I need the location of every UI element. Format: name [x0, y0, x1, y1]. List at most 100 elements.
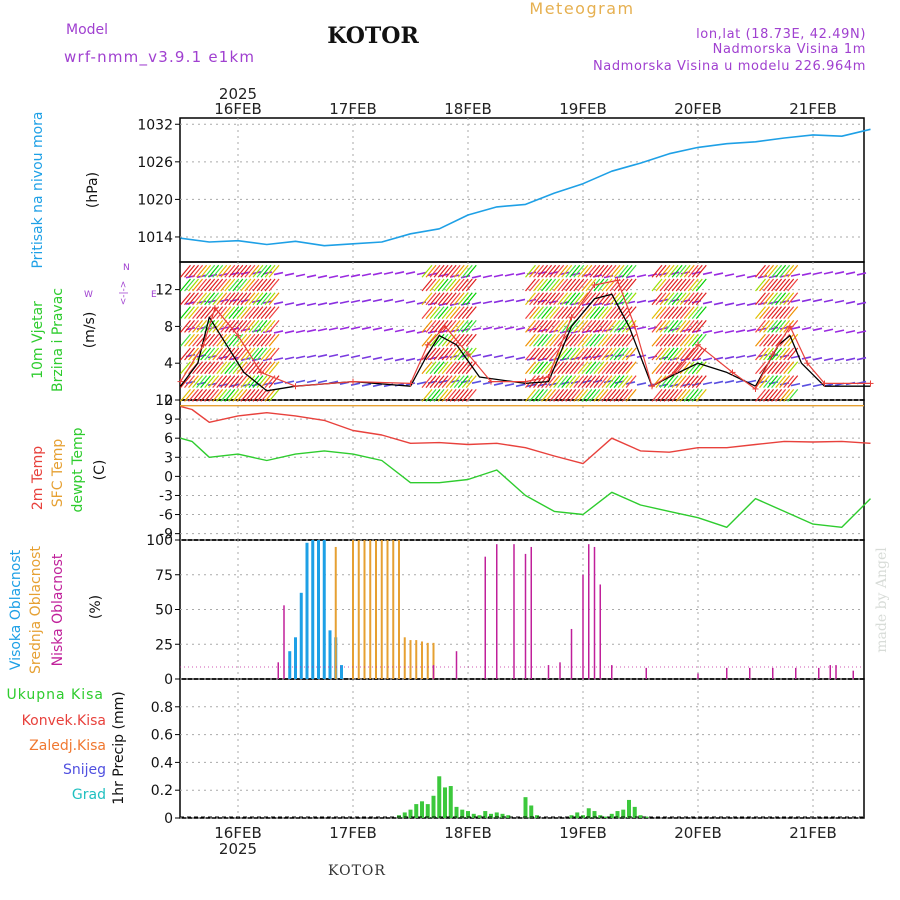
- wind-barb: [617, 333, 629, 347]
- wind-barb: [421, 292, 433, 306]
- wind-barb: [504, 273, 515, 277]
- wind-barb: [565, 333, 577, 347]
- wind-barb: [589, 320, 601, 333]
- wind-barb: [585, 264, 597, 278]
- wind-barb: [625, 274, 636, 279]
- wind-barb: [771, 306, 783, 319]
- wind-barb: [605, 389, 617, 402]
- wind-barb: [537, 278, 549, 292]
- wind-barb: [405, 329, 416, 334]
- wind-barb: [405, 300, 416, 304]
- wind-barb: [216, 333, 228, 347]
- wind-barb: [425, 264, 437, 278]
- wind-barb: [790, 382, 801, 387]
- wind-barb: [372, 272, 383, 276]
- wind-barb: [589, 347, 601, 361]
- wind-barb: [755, 306, 766, 319]
- wind-barb: [573, 264, 585, 278]
- wind-barb: [224, 278, 236, 292]
- wind-barb: [504, 383, 515, 387]
- wind-barb: [433, 333, 445, 347]
- precip-bar: [621, 809, 626, 818]
- wind-barb: [671, 389, 683, 402]
- wind-barb: [525, 306, 536, 319]
- wind-barb: [224, 306, 236, 319]
- wind-barb: [695, 264, 707, 278]
- wind-barb: [180, 306, 191, 319]
- y-tick-label: 0: [164, 469, 173, 485]
- wind-barb: [441, 361, 453, 375]
- wind-barb: [663, 333, 675, 347]
- wind-barb: [759, 264, 770, 278]
- pressure-panel: [179, 117, 865, 263]
- wind-barb: [695, 278, 707, 292]
- wind-barb: [845, 300, 856, 305]
- wind-barb: [260, 320, 272, 333]
- wind-barb: [671, 375, 683, 388]
- wind-barb: [569, 361, 581, 375]
- low-cloud-bar: [570, 628, 573, 679]
- wind-barb: [651, 292, 663, 306]
- wind-barb: [383, 271, 394, 275]
- wind-barb: [671, 264, 683, 278]
- wind-barb: [236, 389, 248, 402]
- wind-barb: [284, 272, 295, 277]
- wind-barb: [421, 389, 433, 402]
- high-cloud-bar: [328, 630, 332, 679]
- wind-barb: [812, 298, 823, 303]
- wind-barb: [687, 389, 699, 402]
- wind-barb: [461, 320, 473, 333]
- wind-barb: [565, 278, 577, 292]
- low-cloud-label: Niska Oblacnost: [50, 553, 66, 666]
- wind-barb: [609, 347, 621, 361]
- wind-barb: [306, 328, 317, 333]
- altitude-label: Nadmorska Visina 1m: [713, 42, 866, 57]
- wind-barb: [759, 333, 770, 347]
- wind-barb: [763, 333, 775, 347]
- wind-barb: [565, 389, 577, 402]
- precip-bar: [454, 806, 459, 818]
- precip-bar: [431, 795, 436, 818]
- wind-barb: [549, 320, 561, 333]
- wind-barb: [244, 292, 256, 306]
- wind-barb: [565, 375, 577, 388]
- mid-cloud-bar: [357, 540, 360, 679]
- wind-barb: [621, 264, 633, 278]
- wind-barb: [240, 320, 252, 333]
- wind-barb: [812, 383, 823, 388]
- wind-barb: [767, 361, 779, 375]
- dewpt-label: dewpt Temp: [70, 427, 86, 512]
- wind-barb: [683, 278, 695, 292]
- cloud-unit: (%): [88, 595, 104, 619]
- wind-barb: [783, 264, 795, 278]
- wind-barb: [779, 320, 791, 333]
- wind-barb: [746, 274, 757, 279]
- wind-barb: [801, 298, 812, 303]
- wind-barb: [441, 306, 453, 319]
- wind-barb: [659, 347, 671, 361]
- wind-barb: [416, 271, 427, 276]
- wind-barb: [625, 292, 637, 306]
- wind-barb: [216, 361, 228, 375]
- wind-barb: [228, 292, 240, 306]
- wind-barb: [525, 375, 536, 388]
- wind-barb: [561, 389, 573, 402]
- wind-barb: [581, 306, 593, 319]
- wind-barb: [232, 292, 244, 306]
- wind-barb: [493, 326, 504, 330]
- wind-barb: [482, 300, 493, 305]
- wind-barb: [240, 292, 252, 306]
- wind-barb: [188, 375, 200, 388]
- wind-barb: [328, 274, 339, 279]
- wind-barb: [655, 389, 667, 402]
- wind-barb: [416, 330, 427, 334]
- wind-barb: [220, 278, 232, 292]
- compass-arrows: <-|->: [119, 281, 129, 306]
- y-tick-label: 50: [155, 603, 173, 619]
- low-cloud-bar: [582, 574, 584, 679]
- wind-barb: [687, 278, 699, 292]
- wind-barb: [617, 375, 629, 388]
- precip-bar: [408, 809, 413, 818]
- wind-barb: [671, 306, 683, 319]
- wind-barb: [317, 354, 328, 358]
